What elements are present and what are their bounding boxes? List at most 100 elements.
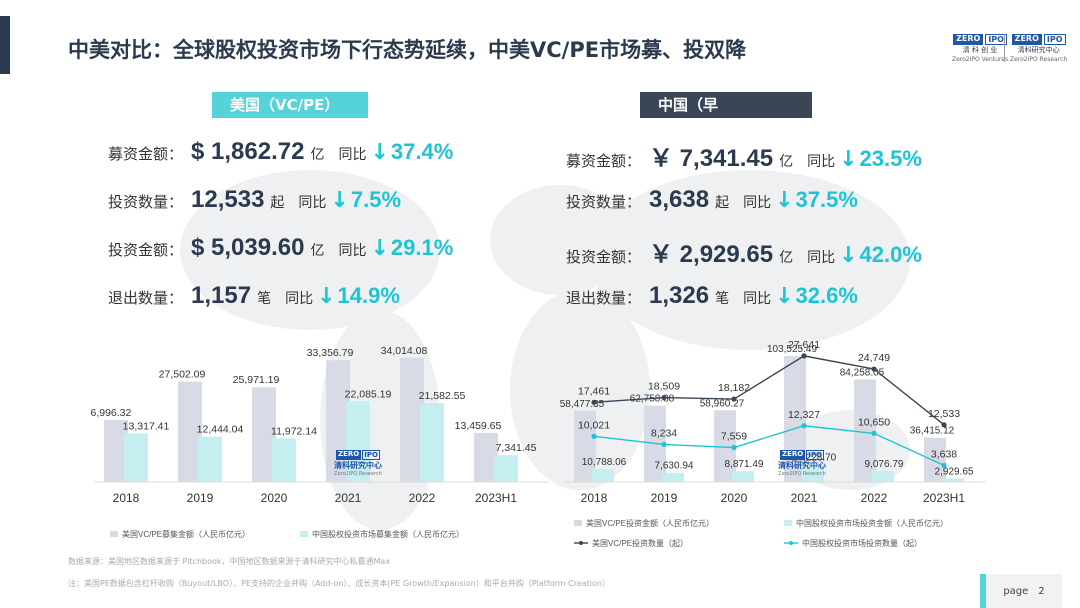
metric-label: 投资数量： bbox=[108, 193, 184, 211]
metric-unit: 亿 bbox=[779, 154, 794, 170]
series-line bbox=[593, 425, 945, 467]
metric-yoy-percent: 14.9% bbox=[337, 283, 400, 308]
data-label: 36,415.12 bbox=[910, 426, 955, 437]
down-arrow-icon: ↓ bbox=[330, 188, 349, 213]
data-label: 58,477.35 bbox=[560, 399, 605, 410]
data-label: 8,871.49 bbox=[725, 459, 764, 470]
metric-row: 投资金额： ￥ 2,929.65 亿同比 ↓ 42.0% bbox=[566, 234, 922, 269]
down-arrow-icon: ↓ bbox=[839, 147, 858, 172]
metric-row: 退出数量： 1,326 笔同比 ↓ 32.6% bbox=[566, 282, 858, 310]
x-tick-label: 2019 bbox=[651, 491, 678, 505]
data-label: 12,444.04 bbox=[197, 424, 244, 436]
x-tick-label: 2019 bbox=[187, 491, 214, 505]
note-footnote: 注：美国PE数据包含杠杆收购（Buyout/LBO）、PE支持的企业并购（Add… bbox=[68, 579, 610, 588]
us-region-tag: 美国（VC/PE） bbox=[212, 92, 368, 118]
data-label: 33,356.79 bbox=[307, 347, 354, 359]
line-point bbox=[591, 433, 597, 439]
line-data-label: 27,641 bbox=[788, 339, 820, 351]
legend-label: 美国VC/PE募集金额（人民币亿元） bbox=[122, 529, 250, 539]
line-point bbox=[871, 430, 877, 437]
metric-yoy-percent: 42.0% bbox=[859, 242, 922, 267]
metric-row: 投资数量： 12,533 起同比 ↓ 7.5% bbox=[108, 186, 401, 214]
metric-value: ￥ 7,341.45 bbox=[649, 145, 774, 172]
line-point bbox=[661, 441, 667, 448]
data-label: 62,758.88 bbox=[630, 394, 675, 405]
line-data-label: 3,638 bbox=[931, 448, 957, 460]
metric-yoy-label: 同比 bbox=[743, 291, 772, 307]
metric-yoy-percent: 37.4% bbox=[390, 139, 454, 164]
series-line bbox=[593, 355, 945, 426]
cn-region-tag: 中国（早期/VC/PE） bbox=[640, 92, 812, 140]
bar bbox=[494, 455, 518, 482]
bar bbox=[854, 379, 876, 482]
metric-yoy-label: 同比 bbox=[807, 154, 836, 170]
metric-yoy-label: 同比 bbox=[338, 243, 367, 259]
legend-label: 中国股权投资市场投资数量（起） bbox=[802, 538, 922, 548]
legend-label: 美国VC/PE投资数量（起） bbox=[592, 538, 688, 548]
data-source-footnote: 数据来源：美国地区数据来源于 Pitchbook，中国地区数据来源于清科研究中心… bbox=[68, 557, 391, 566]
page-number: 2 bbox=[1038, 585, 1045, 597]
metric-unit: 笔 bbox=[715, 291, 730, 307]
data-label: 7,341.45 bbox=[496, 442, 537, 454]
metric-row: 退出数量： 1,157 笔同比 ↓ 14.9% bbox=[108, 282, 400, 310]
x-tick-label: 2018 bbox=[581, 491, 608, 505]
investment-combo-chart: 58,477.35 10,788.06 2018 62,758.88 7,630.94 2… bbox=[560, 339, 986, 548]
x-tick-label: 2020 bbox=[721, 491, 748, 505]
x-tick-label: 2022 bbox=[409, 491, 436, 505]
line-data-label: 8,234 bbox=[651, 427, 677, 439]
line-point bbox=[871, 366, 877, 372]
bar bbox=[872, 470, 894, 482]
data-label: 27,502.09 bbox=[159, 369, 206, 381]
watermark-logo-left: ZERO IPO 清科研究中心 Zero2IPO Research bbox=[334, 450, 382, 477]
bar bbox=[714, 410, 736, 482]
metric-unit: 亿 bbox=[779, 250, 794, 266]
legend-swatch bbox=[574, 520, 582, 526]
line-data-label: 17,461 bbox=[578, 385, 610, 397]
watermark-logo-right: ZERO IPO 清科研究中心 Zero2IPO Research bbox=[778, 450, 826, 477]
zero2ipo-ventures-logo: ZERO IPO 清 科 创 业 Zero2IPO Ventures bbox=[952, 33, 1009, 63]
line-data-label: 7,559 bbox=[721, 431, 747, 443]
metric-value: 3,638 bbox=[649, 186, 710, 213]
data-label: 16,996.32 bbox=[90, 407, 132, 419]
line-point bbox=[661, 394, 667, 401]
bar bbox=[420, 403, 444, 482]
metric-unit: 起 bbox=[270, 195, 285, 211]
metric-unit: 起 bbox=[715, 195, 730, 211]
legend-swatch bbox=[300, 531, 308, 537]
metric-unit: 笔 bbox=[257, 291, 272, 307]
legend-swatch bbox=[784, 520, 792, 526]
data-label: 10,788.06 bbox=[582, 457, 627, 468]
bar bbox=[802, 464, 824, 482]
bar bbox=[924, 437, 946, 482]
metric-label: 退出数量： bbox=[108, 289, 184, 307]
down-arrow-icon: ↓ bbox=[370, 140, 389, 165]
line-point bbox=[941, 462, 947, 469]
zero2ipo-research-logo: ZERO IPO 清科研究中心 Zero2IPO Research bbox=[1010, 33, 1068, 63]
metric-row: 投资金额： $ 5,039.60 亿同比 ↓ 29.1% bbox=[108, 234, 453, 262]
x-tick-label: 2021 bbox=[791, 491, 818, 505]
x-tick-label: 2020 bbox=[261, 491, 288, 505]
metric-value: 1,326 bbox=[649, 282, 710, 309]
x-tick-label: 2018 bbox=[113, 491, 140, 505]
line-data-label: 10,650 bbox=[858, 416, 890, 428]
down-arrow-icon: ↓ bbox=[839, 243, 858, 268]
data-label: 13,459.65 bbox=[455, 420, 502, 432]
metric-yoy-percent: 23.5% bbox=[859, 146, 922, 171]
page-label: page bbox=[1003, 585, 1029, 597]
line-point bbox=[591, 399, 597, 405]
metric-yoy-label: 同比 bbox=[298, 195, 327, 211]
data-label: 103,525.49 bbox=[767, 344, 817, 355]
page-indicator: page 2 bbox=[980, 574, 1062, 608]
metric-label: 投资金额： bbox=[566, 248, 642, 266]
data-label: 58,960.27 bbox=[700, 398, 745, 409]
data-label: 7,630.94 bbox=[655, 461, 694, 472]
data-label: 84,258.05 bbox=[840, 367, 885, 378]
metric-label: 投资金额： bbox=[108, 241, 184, 259]
metric-label: 募资金额： bbox=[108, 145, 184, 163]
data-label: 34,014.08 bbox=[381, 345, 428, 357]
down-arrow-icon: ↓ bbox=[370, 236, 389, 261]
line-point bbox=[801, 353, 807, 359]
metric-unit: 亿 bbox=[310, 243, 325, 259]
x-tick-label: 2023H1 bbox=[475, 491, 517, 505]
